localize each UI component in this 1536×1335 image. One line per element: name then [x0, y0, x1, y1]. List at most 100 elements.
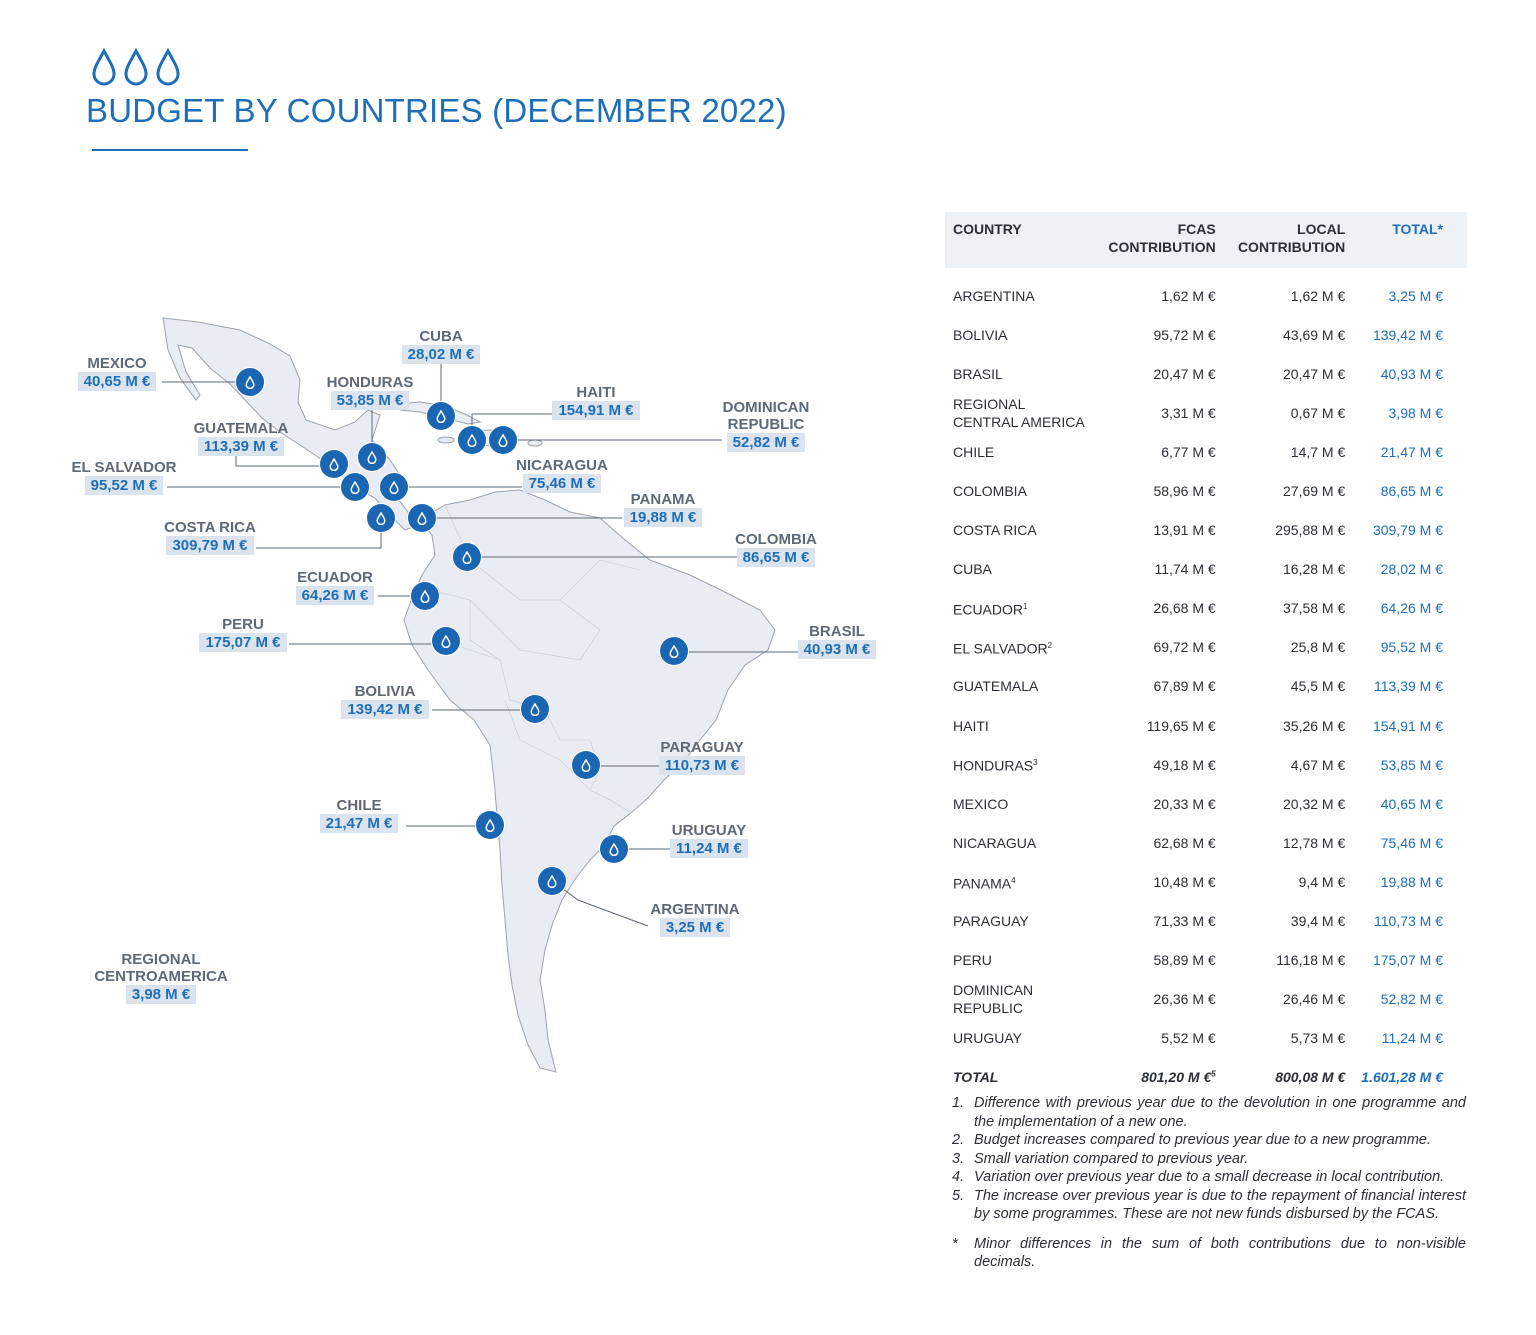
total-fcas-value: 801,20 M € [1141, 1069, 1212, 1086]
country-name: PARAGUAY [953, 913, 1029, 930]
footnote-item: 3. Small variation compared to previous y… [952, 1150, 1466, 1169]
table-row: COSTA RICA 13,91 M € 295,88 M € 309,79 M € [945, 511, 1467, 550]
marker-haiti[interactable] [458, 426, 486, 454]
country-name: BOLIVIA [953, 326, 1008, 343]
header-local: LOCAL CONTRIBUTION [1223, 212, 1354, 268]
country-name: GUATEMALA [953, 678, 1039, 695]
marker-costa-rica[interactable] [367, 504, 395, 532]
marker-ecuador[interactable] [411, 582, 439, 610]
cell-local: 27,69 M € [1283, 483, 1346, 500]
map-label-value: 95,52 M € [84, 476, 164, 495]
cell-fcas: 20,33 M € [1153, 795, 1216, 812]
marker-dominican-republic[interactable] [489, 426, 517, 454]
marker-cuba[interactable] [427, 402, 455, 430]
map-label-paraguay: PARAGUAY 110,73 M € [654, 739, 750, 775]
water-drop-icon [581, 758, 591, 772]
map-label-value: 19,88 M € [623, 508, 703, 527]
water-drop-icon [376, 511, 386, 525]
cell-fcas: 20,47 M € [1153, 365, 1216, 382]
country-name: MEXICO [953, 795, 1009, 812]
total-local: 800,08 M € [1275, 1069, 1346, 1086]
country-name: BRASIL [953, 365, 1003, 382]
marker-panama[interactable] [408, 504, 436, 532]
total-label: TOTAL [953, 1069, 999, 1086]
marker-honduras[interactable] [358, 443, 386, 471]
footnote-item: 1. Difference with previous year due to t… [952, 1094, 1466, 1131]
footnote-mark: 5. [952, 1187, 965, 1204]
table-row: PERU 58,89 M € 116,18 M € 175,07 M € [945, 941, 1467, 980]
water-drop-icon [530, 702, 540, 716]
marker-el-salvador[interactable] [341, 473, 369, 501]
marker-nicaragua[interactable] [380, 473, 408, 501]
country-name: EL SALVADOR [953, 640, 1048, 657]
marker-uruguay[interactable] [600, 835, 628, 863]
map-label-argentina: ARGENTINA 3,25 M € [646, 901, 744, 937]
map-label-name: BRASIL [809, 623, 865, 640]
cell-local: 20,47 M € [1283, 365, 1346, 382]
total-total: 1.601,28 M € [1361, 1069, 1443, 1086]
map-label-mexico: MEXICO 40,65 M € [72, 355, 162, 391]
title-underline [92, 149, 248, 151]
map-label-name: EL SALVADOR [71, 459, 177, 476]
cell-total: 64,26 M € [1380, 600, 1443, 617]
water-drop-icon [498, 433, 508, 447]
table-row: BOLIVIA 95,72 M € 43,69 M € 139,42 M € [945, 315, 1467, 354]
cell-country: PANAMA4 [945, 862, 1098, 901]
map-label-el-salvador: EL SALVADOR 95,52 M € [66, 459, 182, 495]
cell-fcas: 26,68 M € [1153, 600, 1216, 617]
map-label-bolivia: BOLIVIA 139,42 M € [338, 683, 432, 719]
country-name: NICARAGUA [953, 834, 1037, 851]
map-label-guatemala: GUATEMALA 113,39 M € [188, 420, 294, 456]
country-name: PANAMA [953, 875, 1012, 892]
cell-fcas: 11,74 M € [1154, 561, 1216, 578]
header-fcas: FCAS CONTRIBUTION [1098, 212, 1224, 268]
cell-total: 3,25 M € [1388, 287, 1443, 304]
cell-total: 3,98 M € [1388, 404, 1443, 421]
cell-fcas: 69,72 M € [1153, 639, 1216, 656]
footnote-ref: 5 [1211, 1069, 1216, 1079]
cell-local: 26,46 M € [1283, 991, 1346, 1008]
water-drop-icon [669, 644, 679, 658]
cell-total: 110,73 M € [1373, 913, 1443, 930]
map-label-haiti: HAITI 154,91 M € [552, 384, 640, 420]
country-name: ARGENTINA [953, 287, 1035, 304]
cell-fcas: 71,33 M € [1153, 913, 1216, 930]
marker-argentina[interactable] [538, 867, 566, 895]
country-name: CUBA [953, 561, 992, 578]
marker-guatemala[interactable] [320, 450, 348, 478]
cell-total: 40,93 M € [1380, 365, 1443, 382]
cell-local: 5,73 M € [1290, 1030, 1346, 1047]
footnote-ref: 4 [1011, 875, 1016, 885]
map-label-name: DOMINICAN REPUBLIC [722, 399, 810, 433]
table-row: BRASIL 20,47 M € 20,47 M € 40,93 M € [945, 354, 1467, 393]
map-label-name: PANAMA [630, 491, 696, 508]
country-name: PERU [953, 952, 992, 969]
marker-peru[interactable] [432, 627, 460, 655]
cell-fcas: 5,52 M € [1161, 1030, 1216, 1047]
map-label-name: MEXICO [87, 355, 147, 372]
cell-fcas: 58,96 M € [1153, 483, 1216, 500]
marker-mexico[interactable] [236, 368, 264, 396]
cell-fcas: 58,89 M € [1153, 952, 1216, 969]
south-america-shape [403, 489, 776, 1073]
marker-bolivia[interactable] [521, 695, 549, 723]
marker-paraguay[interactable] [572, 751, 600, 779]
marker-colombia[interactable] [453, 543, 481, 571]
table-row: DOMINICAN REPUBLIC 26,36 M € 26,46 M € 52,8… [945, 980, 1467, 1019]
water-drop-icon [417, 511, 427, 525]
map-label-costa-rica: COSTA RICA 309,79 M € [160, 519, 260, 555]
cell-fcas: 49,18 M € [1153, 756, 1216, 773]
cell-country: BOLIVIA [945, 315, 1098, 354]
map-label-value: 11,24 M € [670, 839, 748, 858]
cell-total: 175,07 M € [1372, 952, 1443, 969]
cell-fcas: 10,48 M € [1153, 873, 1216, 890]
cell-fcas: 95,72 M € [1153, 326, 1216, 343]
table-row: REGIONAL CENTRAL AMERICA 3,31 M € 0,67 M €… [945, 393, 1467, 432]
cell-local: 14,7 M € [1290, 443, 1346, 460]
marker-chile[interactable] [476, 811, 504, 839]
marker-brasil[interactable] [660, 637, 688, 665]
map-label-name: GUATEMALA [193, 420, 289, 437]
table-row: GUATEMALA 67,89 M € 45,5 M € 113,39 M € [945, 667, 1467, 706]
map-label-value: 52,82 M € [726, 433, 806, 452]
cell-local: 4,67 M € [1290, 756, 1346, 773]
